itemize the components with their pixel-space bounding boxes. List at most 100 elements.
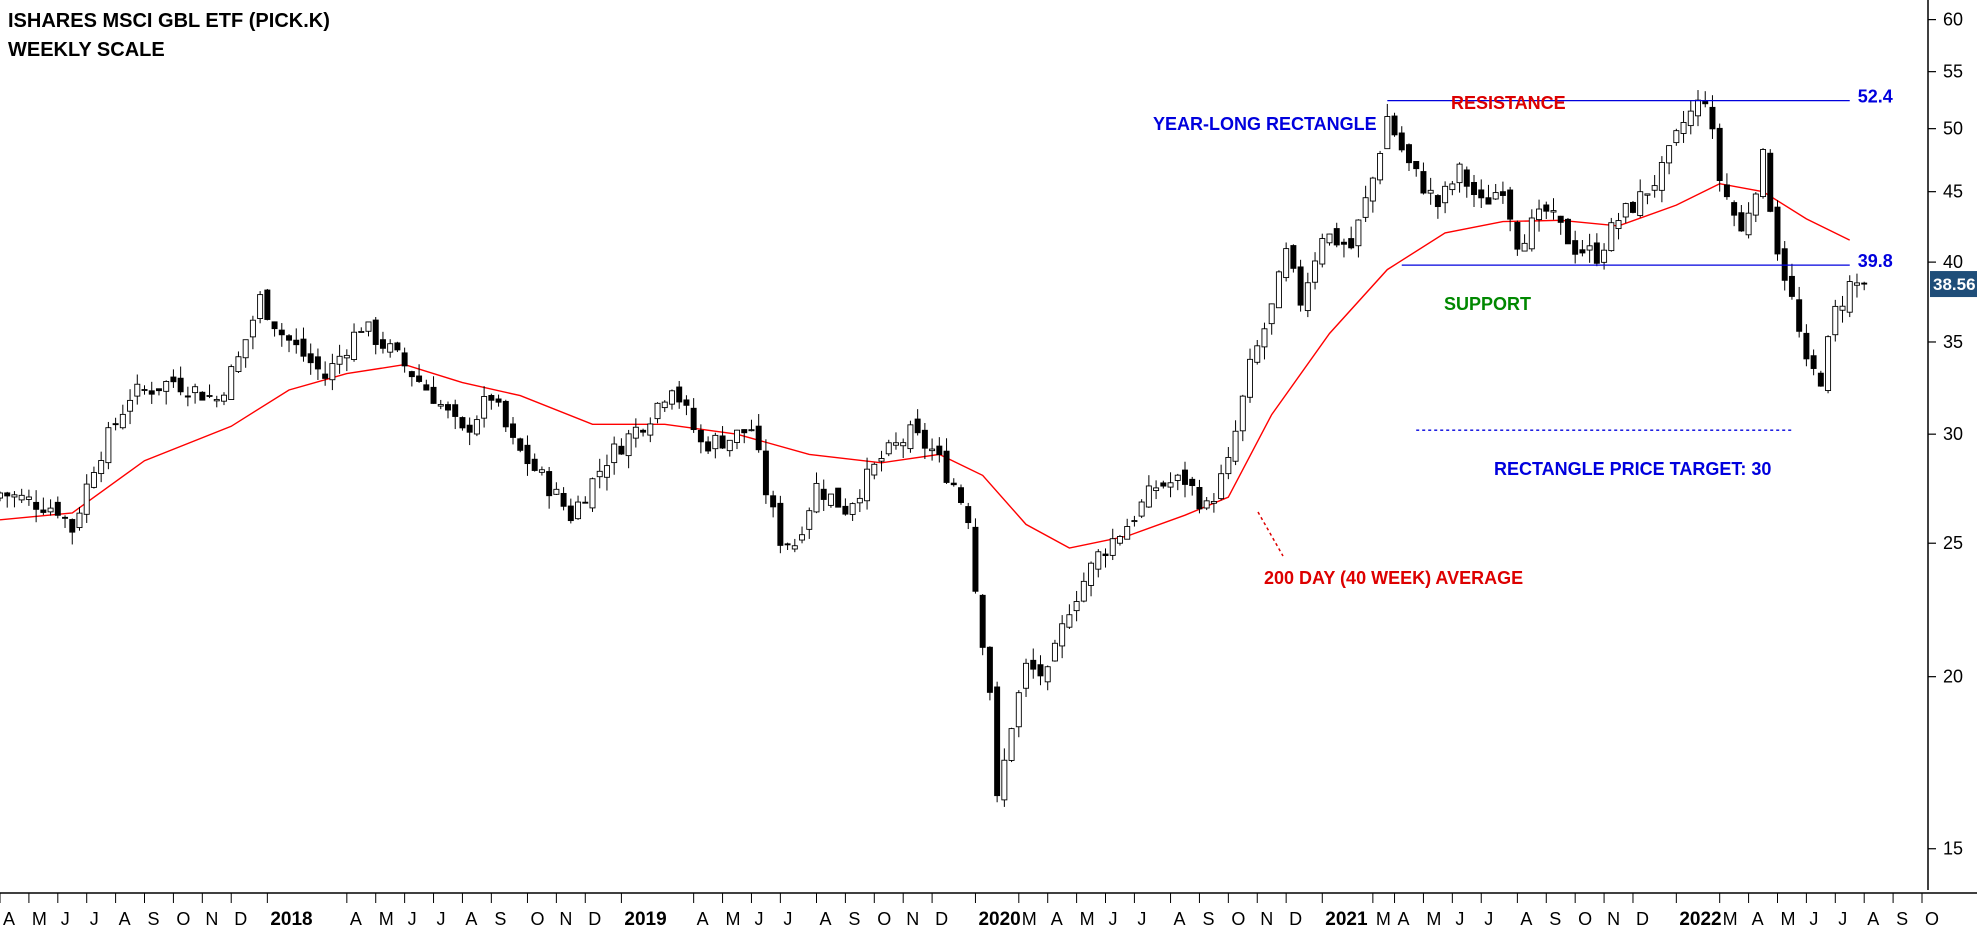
candle-up [806, 510, 813, 530]
candle-up [1088, 562, 1095, 586]
candle-up [1015, 692, 1022, 728]
candle-down [640, 429, 647, 433]
y-tick-label: 20 [1943, 667, 1963, 687]
candle-down [459, 417, 466, 429]
candle-down [1471, 182, 1477, 196]
candle-down [488, 395, 495, 401]
candle-down [1738, 212, 1745, 232]
candle-down [1564, 218, 1571, 245]
candle-down [1557, 215, 1564, 223]
x-tick-label: O [1231, 909, 1245, 929]
x-tick-label: J [1455, 909, 1464, 929]
x-tick-label: M [1426, 909, 1441, 929]
candle-down [1102, 553, 1109, 557]
candle-down [1030, 659, 1037, 670]
candle-up [76, 512, 83, 529]
candle-down [1810, 355, 1817, 369]
candle-down [466, 424, 473, 433]
x-tick-label: A [350, 909, 362, 929]
x-tick-label: O [877, 909, 891, 929]
candle-down [741, 429, 748, 434]
candle-up [849, 503, 856, 515]
y-tick-label: 60 [1943, 10, 1963, 30]
y-tick-label: 35 [1943, 332, 1963, 352]
candle-up [1427, 189, 1434, 194]
x-tick-label: 2022 [1679, 909, 1721, 930]
candle-up [336, 355, 343, 365]
x-tick-label: D [1636, 909, 1649, 929]
candle-down [1391, 115, 1398, 136]
level-label-support: 39.8 [1858, 251, 1893, 271]
candle-up [1687, 110, 1694, 127]
x-tick-label: A [1752, 909, 1764, 929]
candle-down [1189, 478, 1196, 487]
y-tick-label: 40 [1943, 252, 1963, 272]
candle-up [98, 460, 105, 475]
x-tick-label: D [234, 909, 247, 929]
candle-up [365, 321, 372, 332]
candle-down [314, 356, 321, 370]
x-tick-label: N [559, 909, 572, 929]
chart-title: ISHARES MSCI GBL ETF (PICK.K) [8, 10, 330, 32]
candle-down [1716, 127, 1723, 181]
candle-up [221, 394, 227, 402]
candle-down [264, 289, 271, 320]
candle-up [748, 429, 755, 432]
candle-up [929, 448, 936, 452]
candle-down [560, 492, 567, 507]
candle-down [1037, 664, 1044, 677]
candle-down [994, 686, 1001, 797]
candle-down [69, 519, 76, 533]
candle-down [112, 423, 119, 426]
x-tick-label: J [1809, 909, 1818, 929]
candle-up [437, 404, 444, 407]
candle-up [1355, 219, 1362, 247]
candle-up [1846, 281, 1853, 313]
candle-down [1297, 266, 1304, 306]
x-axis-ticks: A M J J A S O N D 2018 A M J J A S O N D 2019 A M J J A S O N D 2020 M… [0, 893, 1939, 930]
candle-down [177, 377, 184, 393]
candle-up [603, 465, 610, 478]
candle-down [1774, 206, 1781, 255]
candle-down [1861, 282, 1868, 285]
x-tick-label: N [1260, 909, 1273, 929]
candle-up [878, 458, 885, 462]
candle-up [1116, 536, 1123, 544]
candle-up [661, 401, 668, 409]
candle-down [271, 321, 278, 330]
candle-down [1543, 204, 1550, 212]
candle-up [1326, 233, 1333, 244]
candle-down [199, 391, 206, 401]
candle-up [1586, 245, 1593, 251]
candle-down [1340, 241, 1347, 245]
candle-down [1723, 184, 1730, 198]
candle-up [1528, 217, 1535, 250]
candle-down [1572, 240, 1579, 255]
candle-down [401, 352, 408, 367]
candle-up [1666, 145, 1673, 164]
candle-down [1196, 486, 1203, 510]
candle-up [1449, 183, 1456, 191]
moving-average-line [0, 182, 1851, 549]
candle-up [596, 470, 603, 478]
candle-up [1109, 538, 1116, 556]
candle-up [127, 399, 134, 412]
candle-up [900, 442, 907, 447]
candle-up [228, 366, 235, 400]
candle-down [445, 404, 451, 411]
y-tick-label: 15 [1943, 839, 1963, 859]
candle-up [1760, 149, 1767, 198]
candle-up [1023, 662, 1030, 689]
x-tick-label: S [1202, 909, 1214, 929]
x-tick-label: J [1484, 909, 1493, 929]
x-tick-label: J [754, 909, 763, 929]
candle-down [1406, 144, 1412, 164]
x-tick-label: N [205, 909, 218, 929]
candle-down [1478, 189, 1485, 199]
candle-down [965, 506, 972, 524]
candle-down [1803, 332, 1810, 360]
x-tick-label: S [494, 909, 506, 929]
candle-down [972, 526, 979, 592]
x-tick-label: 2018 [270, 909, 312, 930]
candle-up [654, 402, 661, 420]
